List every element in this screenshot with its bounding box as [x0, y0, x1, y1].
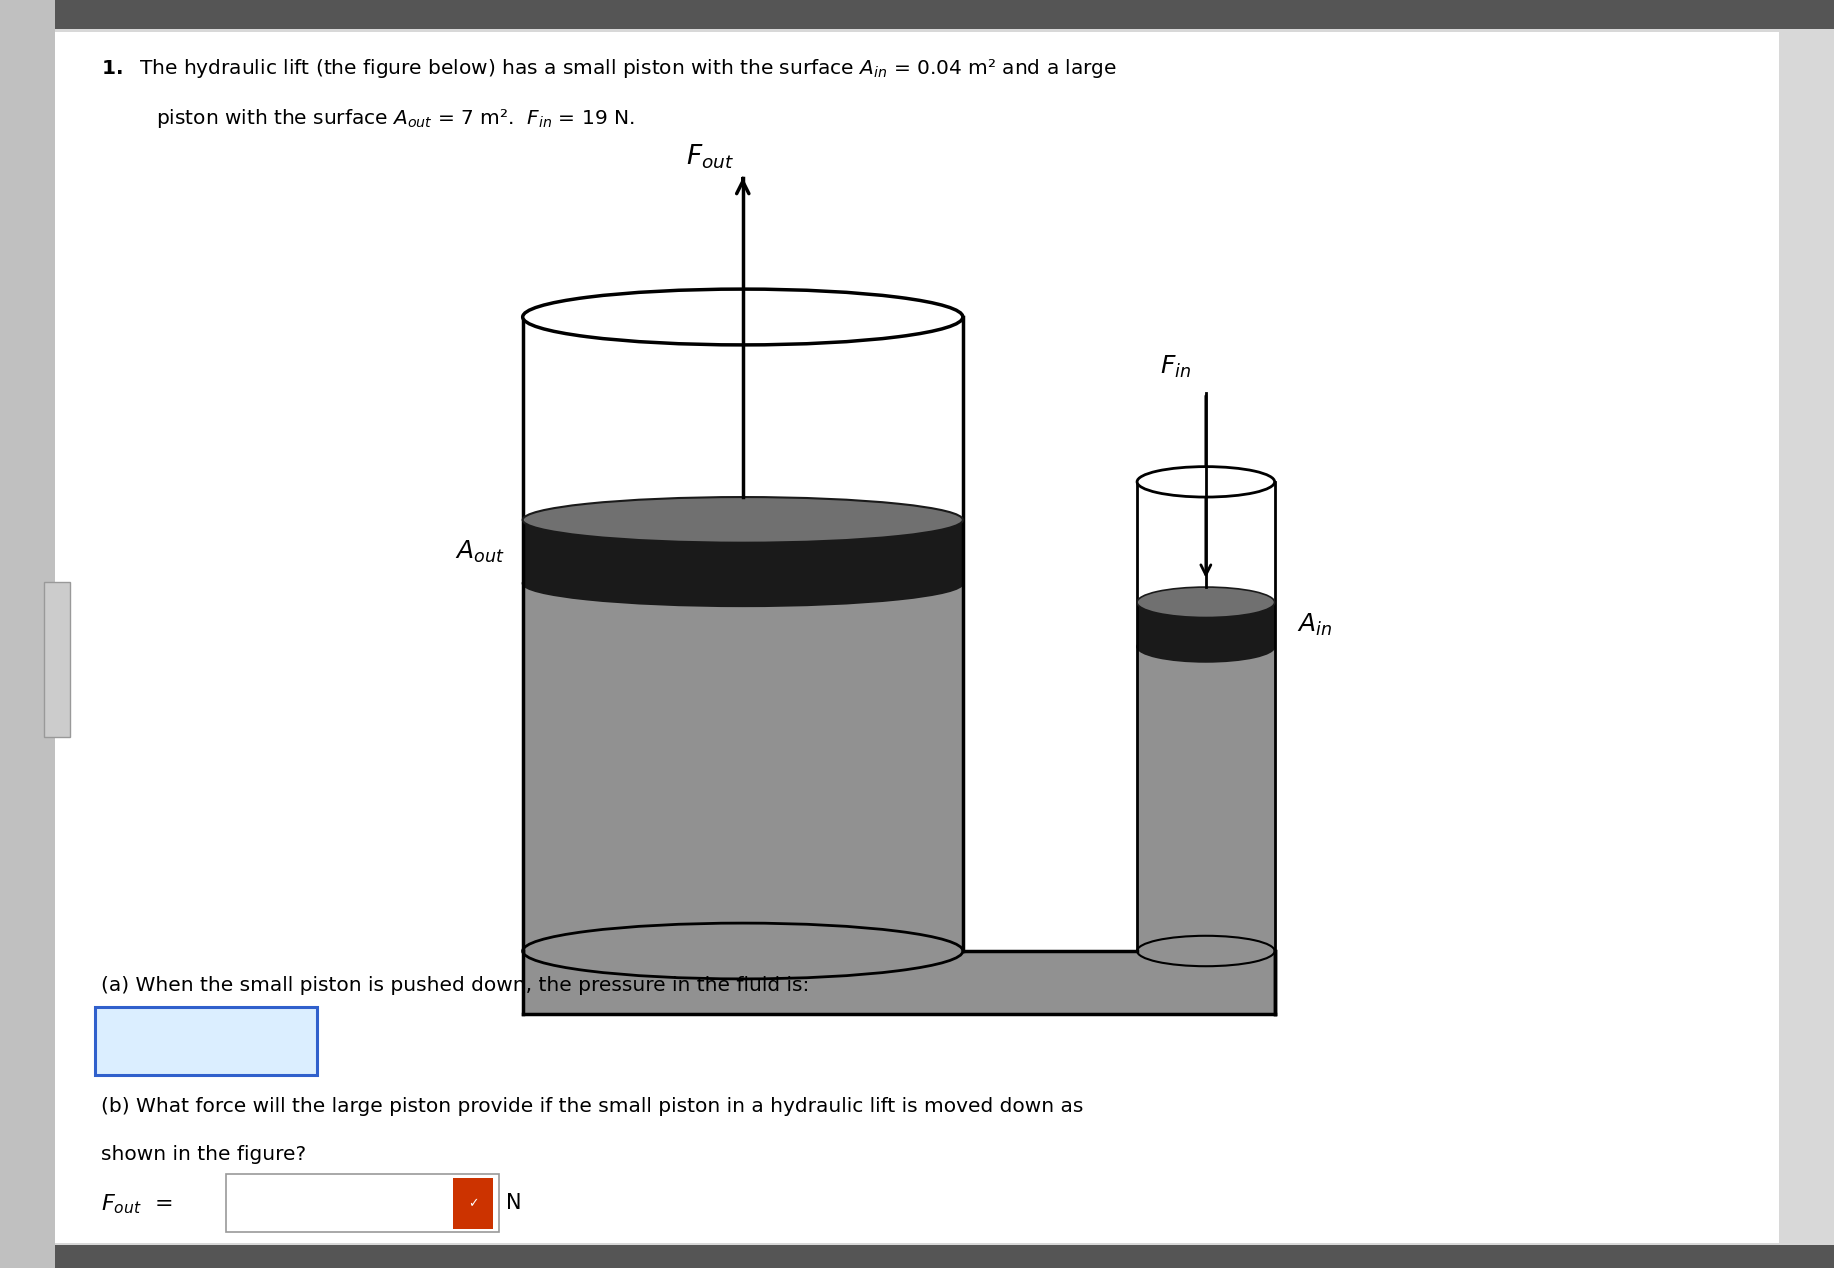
- Bar: [0, 0, 1834, 29]
- Ellipse shape: [1137, 587, 1275, 618]
- Text: $F_{in}$: $F_{in}$: [1161, 354, 1190, 380]
- Ellipse shape: [1137, 631, 1275, 662]
- Text: N: N: [506, 1193, 521, 1213]
- Ellipse shape: [523, 560, 963, 606]
- Text: piston with the surface $A_{out}$ = 7 m².  $F_{in}$ = 19 N.: piston with the surface $A_{out}$ = 7 m²…: [156, 107, 635, 129]
- Bar: [528, 317, 957, 520]
- Bar: [1137, 647, 1275, 951]
- Text: (a) When the small piston is pushed down, the pressure in the fluid is:: (a) When the small piston is pushed down…: [101, 976, 809, 995]
- Bar: [523, 520, 963, 583]
- Text: $F_{out}$: $F_{out}$: [686, 143, 734, 171]
- Text: $\mathbf{1.}$  The hydraulic lift (the figure below) has a small piston with the: $\mathbf{1.}$ The hydraulic lift (the fi…: [101, 57, 1117, 80]
- FancyBboxPatch shape: [95, 1007, 317, 1075]
- Text: v: v: [293, 1035, 301, 1047]
- Ellipse shape: [523, 289, 963, 345]
- Text: shown in the figure?: shown in the figure?: [101, 1145, 306, 1164]
- Ellipse shape: [523, 497, 963, 543]
- Ellipse shape: [1137, 467, 1275, 497]
- Text: ✓: ✓: [468, 1197, 479, 1210]
- Bar: [523, 583, 963, 951]
- Ellipse shape: [523, 923, 963, 979]
- FancyBboxPatch shape: [44, 582, 70, 737]
- Bar: [1141, 482, 1271, 602]
- Text: (b) What force will the large piston provide if the small piston in a hydraulic : (b) What force will the large piston pro…: [101, 1097, 1084, 1116]
- Bar: [0, 0, 55, 1268]
- FancyBboxPatch shape: [226, 1174, 499, 1232]
- FancyBboxPatch shape: [453, 1178, 493, 1229]
- Bar: [1137, 602, 1275, 647]
- Text: $A_{out}$: $A_{out}$: [455, 539, 504, 564]
- Text: $F_{out}$  =: $F_{out}$ =: [101, 1192, 172, 1216]
- Bar: [523, 951, 1275, 1014]
- Ellipse shape: [1137, 936, 1275, 966]
- Text: $A_{in}$: $A_{in}$: [1297, 611, 1331, 638]
- Bar: [0, 1245, 1834, 1268]
